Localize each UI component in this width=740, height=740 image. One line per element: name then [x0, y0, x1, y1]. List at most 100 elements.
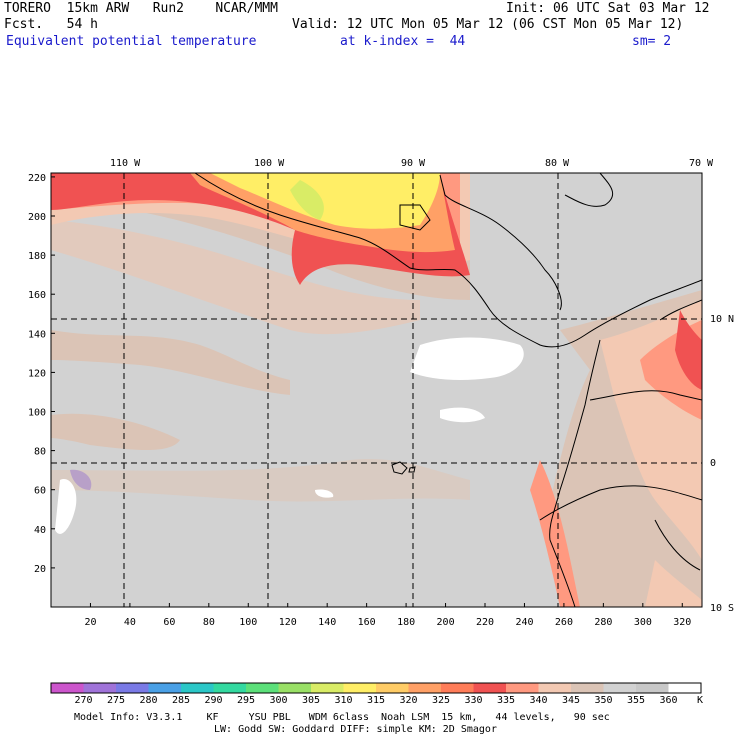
colorbar-unit: K — [697, 695, 704, 706]
colorbar-swatch — [181, 683, 214, 693]
colorbar-swatch — [148, 683, 182, 693]
lon-label: 70 W — [689, 158, 714, 169]
x-tick-label: 260 — [555, 617, 573, 628]
colorbar-label: 285 — [172, 695, 191, 706]
colorbar-swatch — [506, 683, 539, 693]
x-tick-label: 160 — [358, 617, 376, 628]
border-peru — [539, 485, 702, 521]
colorbar-label: 345 — [562, 695, 581, 706]
smoothing-label: sm= 2 — [632, 34, 672, 49]
coast-central-america — [194, 173, 702, 348]
field-land-330 — [675, 310, 702, 390]
colorbar-swatch — [311, 683, 344, 693]
field-patch-360-d — [315, 489, 334, 498]
y-tick-label: 160 — [28, 290, 46, 301]
colorbar-label: 325 — [432, 695, 451, 706]
colorbar-label: 295 — [237, 695, 256, 706]
forecast-hour: Fcst. 54 h — [4, 17, 98, 32]
field-band-345 — [51, 220, 420, 335]
y-tick-label: 40 — [34, 525, 46, 536]
lon-label: 110 W — [110, 158, 141, 169]
colorbar-swatch — [538, 683, 572, 693]
coastlines — [194, 173, 702, 607]
colorbar-swatch — [213, 683, 247, 693]
colorbar-swatch — [376, 683, 409, 693]
field-band-350-south — [51, 459, 470, 502]
colorbar-swatch — [473, 683, 507, 693]
x-tick-label: 80 — [203, 617, 215, 628]
border-colombia — [589, 390, 702, 401]
coast-yucatan — [564, 173, 614, 207]
colorbar-label: 355 — [627, 695, 646, 706]
colorbar-swatch — [636, 683, 669, 693]
field-andes-335 — [530, 460, 580, 607]
colorbar-label: 270 — [74, 695, 93, 706]
x-tick-label: 280 — [594, 617, 612, 628]
y-tick-label: 100 — [28, 408, 46, 419]
y-tick-label: 60 — [34, 486, 46, 497]
colorbar-label: 275 — [107, 695, 126, 706]
x-tick-label: 60 — [163, 617, 175, 628]
lon-label: 90 W — [401, 158, 426, 169]
field-patch-cold — [70, 469, 92, 490]
x-tick-label: 40 — [124, 617, 136, 628]
field-band-350-mid — [51, 330, 290, 395]
colorbar-label: 290 — [204, 695, 223, 706]
colorbar-label: 335 — [497, 695, 516, 706]
colorbar-swatch — [343, 683, 377, 693]
colorbar-swatch — [571, 683, 604, 693]
model-title: TORERO 15km ARW Run2 NCAR/MMM — [4, 1, 278, 16]
x-tick-label: 100 — [239, 617, 257, 628]
physics-info: LW: Godd SW: Goddard DIFF: simple KM: 2D… — [214, 724, 497, 735]
graticule — [51, 173, 702, 607]
y-tick-label: 220 — [28, 173, 46, 184]
colorbar-label: 280 — [139, 695, 158, 706]
border-bolivia — [654, 519, 701, 571]
y-tick-label: 20 — [34, 564, 46, 575]
y-tick-label: 140 — [28, 329, 46, 340]
lat-label: 0 — [710, 458, 716, 469]
colorbar-swatch — [51, 683, 84, 693]
colorbar-swatch — [441, 683, 474, 693]
colorbar-frame — [50, 682, 702, 694]
field-land-south — [645, 560, 702, 607]
colorbar-label: 315 — [367, 695, 386, 706]
colorbar-label: 320 — [399, 695, 418, 706]
x-tick-label: 320 — [673, 617, 691, 628]
x-tick-label: 240 — [515, 617, 533, 628]
colorbar-swatch — [668, 683, 702, 693]
y-tick-label: 200 — [28, 212, 46, 223]
valid-time: Valid: 12 UTC Mon 05 Mar 12 (06 CST Mon … — [292, 17, 684, 32]
colorbar-label: 310 — [334, 695, 353, 706]
colorbar-swatch — [603, 683, 637, 693]
colorbar-swatch — [246, 683, 279, 693]
lon-labels: 110 W 100 W 90 W 80 W 70 W — [110, 158, 714, 169]
map-frame — [50, 172, 703, 608]
field-patch-360-a — [410, 337, 524, 380]
lon-label: 80 W — [545, 158, 570, 169]
level-label: at k-index = 44 — [340, 34, 466, 49]
coast-caribbean — [439, 174, 562, 311]
lat-labels: 10 N 0 10 S — [710, 314, 734, 614]
coast-venezuela — [659, 299, 702, 321]
field-patch-360-c — [55, 479, 77, 534]
y-tick-label: 180 — [28, 251, 46, 262]
init-time: Init: 06 UTC Sat 03 Mar 12 — [506, 1, 710, 16]
colorbar-swatches — [51, 683, 702, 693]
field-band-310 — [290, 180, 324, 220]
colorbar-label: 330 — [464, 695, 483, 706]
field-band-350-west — [51, 413, 180, 450]
x-axis-ticks: 20 40 60 80 100 120 140 160 180 200 220 240 260 280 30… — [84, 603, 691, 628]
x-tick-label: 120 — [279, 617, 297, 628]
lat-label: 10 N — [710, 314, 734, 325]
colorbar-label: 340 — [529, 695, 548, 706]
lat-label: 10 S — [710, 603, 734, 614]
x-tick-label: 180 — [397, 617, 415, 628]
x-tick-label: 20 — [84, 617, 96, 628]
colorbar-swatch — [83, 683, 117, 693]
model-info: Model Info: V3.3.1 KF YSU PBL WDM 6class… — [74, 712, 610, 723]
colorbar-label: 350 — [594, 695, 613, 706]
colorbar-swatch — [408, 683, 442, 693]
x-tick-label: 140 — [318, 617, 336, 628]
